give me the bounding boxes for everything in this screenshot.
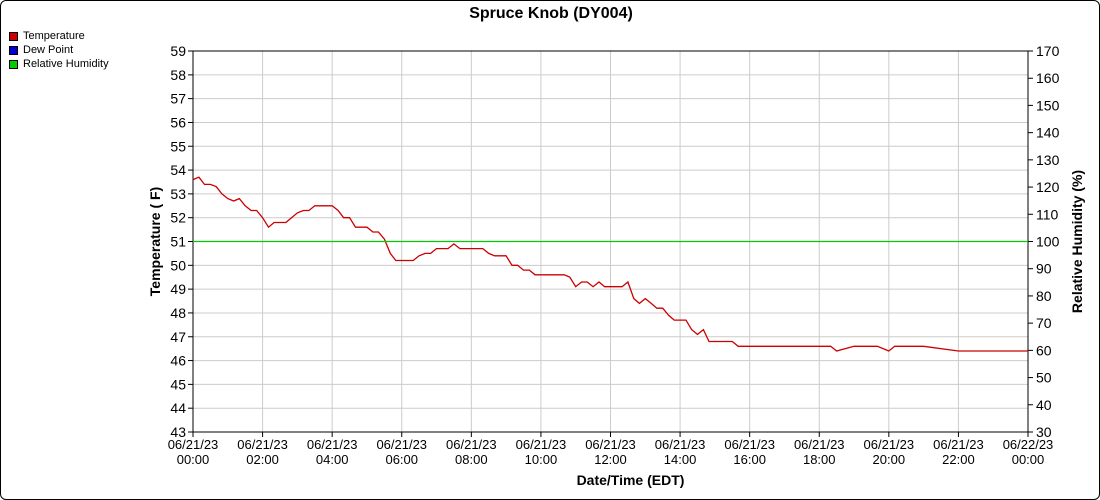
x-tick-label-time: 08:00 xyxy=(455,452,488,467)
y-tick-label-right: 50 xyxy=(1036,370,1052,386)
y-axis-label-left: Temperature ( F) xyxy=(147,187,163,296)
x-tick-label-date: 06/22/23 xyxy=(1003,437,1054,452)
legend-item-temperature: Temperature xyxy=(9,29,109,43)
y-tick-label-right: 110 xyxy=(1036,206,1059,222)
legend-item-dew-point: Dew Point xyxy=(9,43,109,57)
y-tick-label-right: 90 xyxy=(1036,261,1052,277)
x-tick-label-date: 06/21/23 xyxy=(933,437,984,452)
y-tick-label-right: 150 xyxy=(1036,97,1060,113)
y-tick-label-left: 47 xyxy=(170,329,186,345)
x-tick-label-date: 06/21/23 xyxy=(376,437,427,452)
chart-legend: Temperature Dew Point Relative Humidity xyxy=(9,29,109,71)
x-tick-label-date: 06/21/23 xyxy=(864,437,915,452)
x-tick-label-date: 06/21/23 xyxy=(794,437,845,452)
y-tick-label-left: 46 xyxy=(170,353,186,369)
y-tick-label-left: 50 xyxy=(170,257,186,273)
x-tick-label-time: 20:00 xyxy=(873,452,906,467)
y-tick-label-left: 44 xyxy=(170,400,186,416)
y-tick-label-right: 80 xyxy=(1036,288,1052,304)
x-tick-label-date: 06/21/23 xyxy=(655,437,706,452)
legend-swatch-temperature xyxy=(9,31,18,41)
legend-swatch-dew-point xyxy=(9,45,18,55)
y-tick-label-left: 45 xyxy=(170,376,186,392)
x-axis-label: Date/Time (EDT) xyxy=(577,472,685,488)
x-tick-label-time: 00:00 xyxy=(1012,452,1045,467)
y-tick-label-left: 52 xyxy=(170,210,186,226)
x-tick-label-time: 22:00 xyxy=(942,452,975,467)
legend-label-dew-point: Dew Point xyxy=(23,44,74,56)
y-tick-label-left: 59 xyxy=(170,43,186,59)
y-tick-label-left: 54 xyxy=(170,162,186,178)
y-tick-label-right: 100 xyxy=(1036,234,1060,250)
x-tick-label-time: 14:00 xyxy=(664,452,697,467)
y-tick-label-left: 57 xyxy=(170,91,186,107)
x-tick-label-time: 10:00 xyxy=(525,452,558,467)
y-tick-label-right: 70 xyxy=(1036,315,1052,331)
y-tick-label-left: 48 xyxy=(170,305,186,321)
series-line-temperature xyxy=(192,176,1028,352)
y-tick-label-right: 160 xyxy=(1036,70,1060,86)
x-tick-label-date: 06/21/23 xyxy=(516,437,567,452)
x-tick-label-date: 06/21/23 xyxy=(237,437,288,452)
x-tick-label-time: 16:00 xyxy=(733,452,766,467)
y-tick-label-right: 130 xyxy=(1036,152,1060,168)
y-tick-label-left: 49 xyxy=(170,281,186,297)
x-tick-label-time: 00:00 xyxy=(177,452,210,467)
legend-label-temperature: Temperature xyxy=(23,30,85,42)
y-tick-label-right: 30 xyxy=(1036,424,1052,440)
x-tick-label-date: 06/21/23 xyxy=(585,437,636,452)
legend-item-relative-humidity: Relative Humidity xyxy=(9,57,109,71)
y-tick-label-left: 58 xyxy=(170,67,186,83)
chart-title: Spruce Knob (DY004) xyxy=(469,5,633,22)
y-tick-label-right: 120 xyxy=(1036,179,1060,195)
y-tick-label-left: 53 xyxy=(170,186,186,202)
y-tick-label-left: 43 xyxy=(170,424,186,440)
x-tick-label-time: 02:00 xyxy=(246,452,279,467)
x-tick-label-date: 06/21/23 xyxy=(446,437,497,452)
x-tick-label-time: 12:00 xyxy=(594,452,627,467)
x-tick-label-date: 06/21/23 xyxy=(724,437,775,452)
x-tick-label-date: 06/21/23 xyxy=(307,437,358,452)
y-axis-label-right: Relative Humidity (%) xyxy=(1069,170,1085,313)
legend-swatch-relative-humidity xyxy=(9,59,18,69)
x-tick-label-time: 18:00 xyxy=(803,452,836,467)
y-tick-label-right: 40 xyxy=(1036,397,1052,413)
x-tick-label-time: 06:00 xyxy=(385,452,418,467)
x-tick-label-date: 06/21/23 xyxy=(168,437,219,452)
y-tick-label-right: 170 xyxy=(1036,43,1060,59)
y-tick-label-left: 55 xyxy=(170,138,186,154)
y-tick-label-right: 140 xyxy=(1036,125,1060,141)
y-tick-label-right: 60 xyxy=(1036,342,1052,358)
y-tick-label-left: 51 xyxy=(170,234,186,250)
legend-label-relative-humidity: Relative Humidity xyxy=(23,58,109,70)
y-tick-label-left: 56 xyxy=(170,114,186,130)
x-tick-label-time: 04:00 xyxy=(316,452,349,467)
